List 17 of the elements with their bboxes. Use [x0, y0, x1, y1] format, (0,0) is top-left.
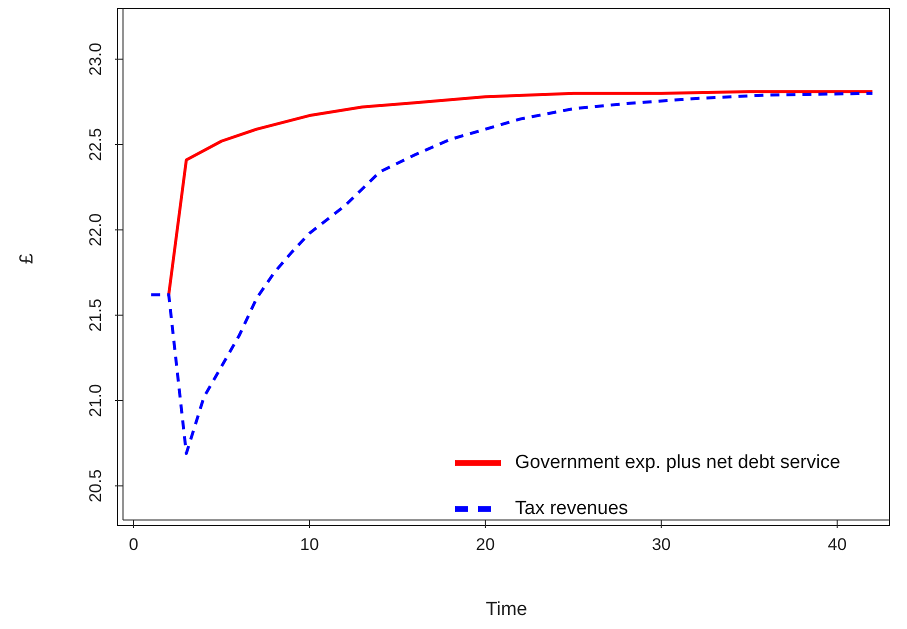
legend-label: Government exp. plus net debt service	[515, 452, 840, 474]
y-tick-label: 22.0	[86, 213, 105, 246]
line-series	[150, 92, 874, 455]
line-series	[167, 90, 874, 296]
y-tick-label: 21.5	[86, 298, 105, 332]
x-tick-label: 20	[476, 535, 495, 554]
x-tick-label: 0	[128, 535, 138, 554]
y-axis-title: £	[16, 253, 38, 264]
x-tick-label: 30	[652, 535, 671, 554]
x-tick-label: 40	[828, 535, 847, 554]
x-axis-title: Time	[486, 599, 528, 620]
y-tick-label: 22.5	[86, 128, 105, 162]
y-tick-label: 20.5	[86, 469, 105, 502]
y-tick-label: 21.0	[86, 384, 105, 418]
y-tick-label: 23.0	[86, 42, 105, 76]
x-tick-label: 10	[300, 535, 319, 554]
legend-label: Tax revenues	[515, 498, 628, 520]
